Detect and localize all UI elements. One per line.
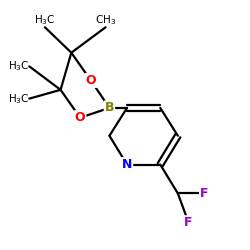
Text: F: F: [200, 187, 208, 200]
Text: H$_3$C: H$_3$C: [34, 14, 56, 27]
Text: B: B: [105, 102, 114, 114]
Text: CH$_3$: CH$_3$: [95, 14, 116, 27]
Text: F: F: [200, 187, 208, 200]
Text: B: B: [105, 102, 114, 114]
Text: O: O: [75, 111, 86, 124]
Text: O: O: [86, 74, 96, 87]
Text: N: N: [122, 158, 132, 171]
Text: F: F: [184, 216, 193, 229]
Text: N: N: [122, 158, 132, 171]
Text: H$_3$C: H$_3$C: [8, 92, 29, 106]
Text: H$_3$C: H$_3$C: [8, 60, 29, 73]
Text: O: O: [75, 111, 86, 124]
Text: O: O: [86, 74, 96, 87]
Text: F: F: [184, 216, 193, 229]
